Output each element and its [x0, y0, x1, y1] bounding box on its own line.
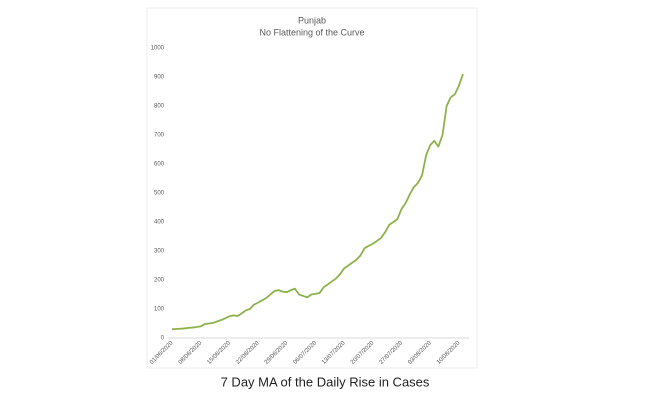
chart-card — [146, 7, 478, 369]
y-tick-label: 600 — [154, 162, 165, 168]
y-tick-label: 500 — [154, 191, 165, 197]
y-tick-label: 400 — [154, 220, 165, 226]
chart-subtitle: No Flattening of the Curve — [259, 27, 364, 37]
line-series — [171, 73, 464, 331]
y-tick-label: 300 — [154, 249, 165, 255]
y-tick-label: 700 — [154, 133, 165, 139]
y-tick-label: 0 — [161, 336, 165, 342]
y-tick-label: 900 — [154, 75, 165, 81]
caption: 7 Day MA of the Daily Rise in Cases — [221, 374, 430, 389]
y-tick-label: 200 — [154, 278, 165, 284]
y-tick-label: 800 — [154, 104, 165, 110]
chart-title: Punjab — [298, 15, 326, 25]
y-tick-label: 100 — [154, 307, 165, 313]
y-tick-label: 1000 — [151, 46, 165, 52]
